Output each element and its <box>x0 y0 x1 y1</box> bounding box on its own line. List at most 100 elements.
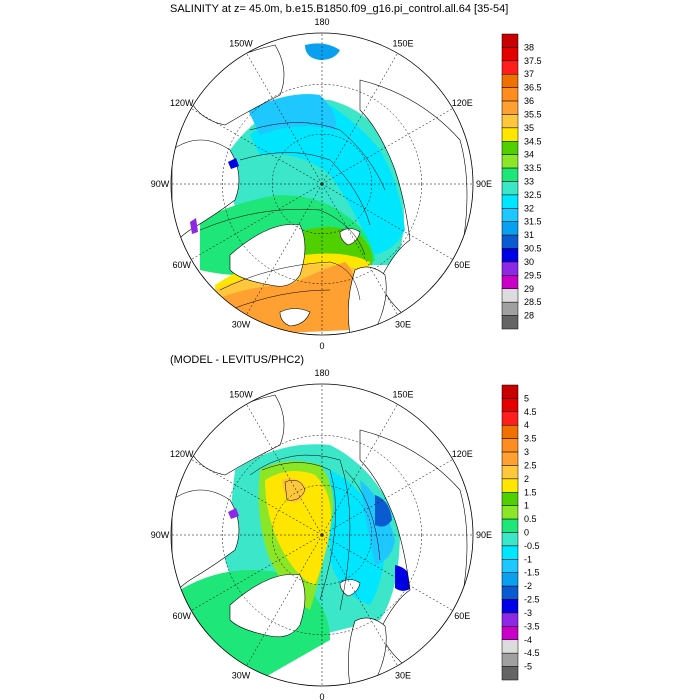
top-graticule <box>171 33 473 335</box>
top-colorbar-label: 37.5 <box>524 56 542 66</box>
top-colorbar: 38 37.5 37 36.5 36 35.5 35 34.5 34 33.5 33 32.5 32 31… <box>501 33 542 330</box>
top-lon-label: 90E <box>476 179 492 189</box>
bottom-lon-label: 30W <box>232 670 251 680</box>
top-colorbar-label: 31.5 <box>524 217 542 227</box>
bottom-colorbar-label: -1 <box>524 554 532 564</box>
top-colorbar-swatch <box>501 208 519 222</box>
bottom-field-neg-2 <box>375 495 392 527</box>
bottom-field-neg-3 <box>228 508 239 519</box>
top-colorbar-label: 28.5 <box>524 297 542 307</box>
bottom-colorbar-label: 3.5 <box>524 434 537 444</box>
bottom-lon-label: 150W <box>229 390 253 400</box>
top-field-30-5 <box>228 158 239 169</box>
bottom-land-greenland <box>229 574 306 638</box>
top-colorbar-swatch <box>501 87 519 102</box>
top-colorbar-label: 33 <box>524 177 534 187</box>
bottom-colorbar-swatch <box>501 465 519 480</box>
bottom-colorbar-swatch <box>501 612 519 627</box>
bottom-colorbar-swatch <box>501 424 519 439</box>
top-colorbar-label: 36.5 <box>524 83 542 93</box>
bottom-colorbar-swatch <box>501 411 519 426</box>
bottom-field-neg-1 <box>330 470 385 605</box>
top-lon-label: 150E <box>392 39 413 49</box>
bottom-field-1 <box>265 471 331 585</box>
top-colorbar-swatch <box>501 181 519 196</box>
bottom-colorbar-swatch <box>501 532 519 547</box>
bottom-lon-label: 90W <box>151 530 170 540</box>
top-colorbar-label: 31 <box>524 230 534 240</box>
bottom-lon-label: 120E <box>452 449 473 459</box>
top-colorbar-label: 28 <box>524 311 534 321</box>
bottom-lon-label: 30E <box>395 670 411 680</box>
top-colorbar-label: 36 <box>524 96 534 106</box>
bottom-colorbar-swatch <box>501 626 519 641</box>
bottom-colorbar-label: 1.5 <box>524 487 537 497</box>
top-lon-label: 120E <box>452 98 473 108</box>
bottom-land-scandinavia <box>348 617 387 686</box>
top-lon-labels: 180 150W 120W 90W 60W 30W 0 30E 60E 90E 120E 150E <box>151 17 492 351</box>
top-lon-label: 30W <box>232 319 251 329</box>
bottom-colorbar-swatch <box>501 505 519 520</box>
top-colorbar-swatch <box>501 275 519 290</box>
top-land-scandinavia <box>348 266 387 335</box>
top-lon-label: 90W <box>151 179 170 189</box>
top-colorbar-label: 30.5 <box>524 244 542 254</box>
top-field-31-5 <box>248 94 336 135</box>
top-colorbar-label: 35 <box>524 123 534 133</box>
top-colorbar-swatch <box>501 234 519 249</box>
top-lon-label: 120W <box>170 98 194 108</box>
bottom-colorbar-label: -2 <box>524 581 532 591</box>
top-field-32 <box>250 104 405 255</box>
bottom-colorbar-swatch <box>501 599 519 614</box>
top-colorbar-label: 33.5 <box>524 163 542 173</box>
top-lon-label: 60E <box>454 260 470 270</box>
top-colorbar-swatch <box>501 47 519 62</box>
top-lon-label: 60W <box>172 260 191 270</box>
bottom-colorbar-label: 3 <box>524 447 529 457</box>
bottom-lon-label: 180 <box>314 368 329 378</box>
bottom-contours <box>249 454 381 611</box>
bottom-colorbar-label: -4 <box>524 635 532 645</box>
bottom-colorbar-label: 4 <box>524 420 529 430</box>
top-land-greenland <box>229 224 306 287</box>
top-field-29-5 <box>190 218 198 234</box>
top-colorbar-label: 34.5 <box>524 136 542 146</box>
bottom-colorbar-swatch <box>501 666 519 681</box>
top-lon-label: 0 <box>319 341 324 351</box>
bottom-colorbar-label: -2.5 <box>524 595 540 605</box>
top-colorbar-swatch <box>501 301 519 316</box>
bottom-colorbar-label: 0.5 <box>524 514 537 524</box>
bottom-map: 180 150W 120W 90W 60W 30W 0 30E 60E 90E 120E 150E <box>151 368 492 700</box>
top-colorbar-swatch <box>501 100 519 115</box>
top-map-border <box>170 32 474 336</box>
top-colorbar-swatch <box>501 60 519 75</box>
top-colorbar-swatch <box>501 141 519 155</box>
top-colorbar-swatch <box>501 315 519 330</box>
top-colorbar-swatch <box>501 194 519 209</box>
bottom-lon-labels: 180 150W 120W 90W 60W 30W 0 30E 60E 90E 120E 150E <box>151 368 492 700</box>
bottom-colorbar-swatch <box>501 384 519 399</box>
bottom-lon-label: 60W <box>172 611 191 621</box>
top-colorbar-swatch <box>501 261 519 276</box>
bottom-colorbar-label: -4.5 <box>524 648 540 658</box>
bottom-colorbar-swatch <box>501 652 519 667</box>
top-colorbar-swatch <box>501 33 519 48</box>
bottom-colorbar-label: 2 <box>524 474 529 484</box>
bottom-field-1-5 <box>282 478 305 503</box>
bottom-colorbar-label: 5 <box>524 393 529 403</box>
bottom-colorbar-swatch <box>501 559 519 573</box>
top-panel-title: SALINITY at z= 45.0m, b.e15.B1850.f09_g1… <box>170 3 509 15</box>
bottom-panel-title: (MODEL - LEVITUS/PHC2) <box>170 354 305 366</box>
bottom-land-eurasia <box>359 429 468 671</box>
bottom-colorbar-label: -3 <box>524 608 532 618</box>
top-colorbar-swatch <box>501 154 519 169</box>
bottom-colorbar-label: 2.5 <box>524 460 537 470</box>
bottom-lon-label: 60E <box>454 611 470 621</box>
bottom-colorbar-swatch <box>501 545 519 560</box>
top-colorbar-label: 32.5 <box>524 190 542 200</box>
bottom-colorbar-label: -1.5 <box>524 568 540 578</box>
top-colorbar-swatch <box>501 288 519 303</box>
bottom-map-border <box>170 383 474 687</box>
bottom-colorbar-label: -5 <box>524 662 532 672</box>
